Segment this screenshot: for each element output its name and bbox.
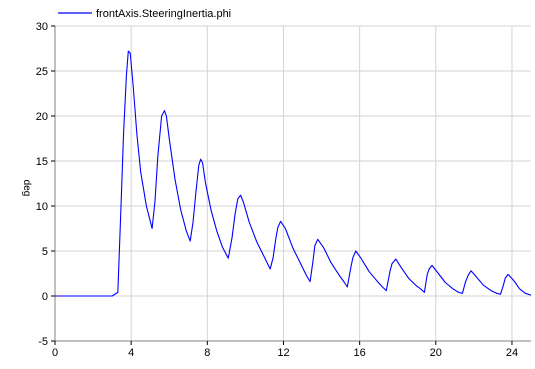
ticks-layer: 0 4 8 12 16 20 24 -5 0 5 10 15 20 25 30 — [36, 21, 518, 359]
x-tick-label: 0 — [52, 347, 58, 359]
legend: frontAxis.SteeringInertia.phi — [58, 8, 231, 20]
legend-label: frontAxis.SteeringInertia.phi — [96, 8, 231, 20]
y-tick-label: 30 — [36, 21, 48, 33]
axes-layer — [54, 26, 531, 342]
x-tick-label: 4 — [128, 347, 134, 359]
y-axis-label: deg — [21, 180, 32, 197]
x-tick-label: 8 — [204, 347, 210, 359]
y-tick-label: 25 — [36, 66, 48, 78]
y-tick-label: 10 — [36, 201, 48, 213]
series-layer — [55, 50, 532, 297]
y-tick-label: 15 — [36, 156, 48, 168]
y-tick-label: 0 — [42, 291, 48, 303]
x-tick-label: 24 — [506, 347, 518, 359]
grid-layer — [54, 25, 531, 342]
y-tick-label: -5 — [38, 336, 48, 348]
y-tick-label: 5 — [42, 246, 48, 258]
x-tick-label: 12 — [277, 347, 289, 359]
x-tick-label: 20 — [430, 347, 442, 359]
x-tick-label: 16 — [354, 347, 366, 359]
y-tick-label: 20 — [36, 111, 48, 123]
series-line — [55, 50, 532, 297]
